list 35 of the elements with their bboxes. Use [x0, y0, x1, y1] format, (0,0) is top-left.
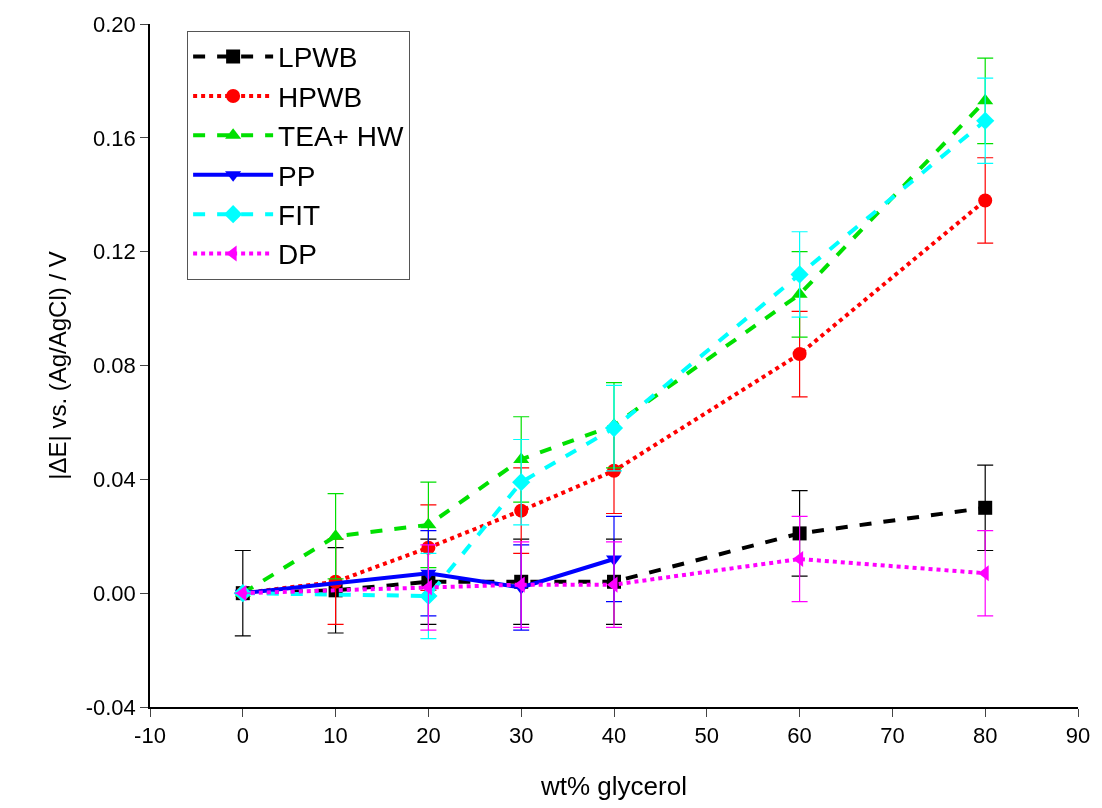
- x-axis-title: wt% glycerol: [540, 771, 687, 802]
- point: [978, 193, 993, 208]
- x-tick-label: 50: [694, 723, 720, 749]
- y-tick-label: -0.04: [85, 694, 136, 720]
- legend-label: HPWB: [278, 81, 363, 113]
- point: [512, 473, 531, 492]
- y-tick-label: 0.08: [93, 353, 136, 379]
- point: [604, 419, 624, 438]
- point: [978, 500, 993, 515]
- legend-label: PP: [278, 160, 316, 192]
- x-tick-label: 20: [416, 723, 441, 749]
- x-tick-label: 40: [601, 723, 627, 749]
- x-tick-label: 90: [1065, 723, 1091, 749]
- y-tick-label: 0.20: [93, 11, 136, 37]
- x-tick-label: 60: [787, 723, 812, 749]
- y-tick-label: 0.04: [93, 467, 136, 493]
- x-tick-label: -10: [134, 723, 166, 749]
- x-tick-label: 30: [508, 723, 534, 749]
- y-axis-title: |ΔE| vs. (Ag/AgCl) / V: [44, 251, 72, 480]
- point: [420, 517, 437, 529]
- legend-label: FIT: [278, 200, 321, 232]
- legend-label: DP: [278, 239, 318, 271]
- x-tick-label: 0: [236, 723, 249, 749]
- y-tick-label: 0.12: [93, 239, 136, 265]
- legend-label: TEA+ HW: [278, 121, 404, 153]
- point: [790, 265, 809, 284]
- x-tick-label: 70: [880, 723, 905, 749]
- point: [792, 526, 807, 541]
- x-tick-label: 80: [972, 723, 998, 749]
- y-tick-label: 0.16: [93, 125, 136, 151]
- point: [792, 347, 807, 362]
- point: [976, 111, 995, 130]
- x-tick-label: 10: [323, 723, 348, 749]
- legend-label: LPWB: [278, 42, 358, 74]
- y-tick-label: 0.00: [93, 580, 136, 606]
